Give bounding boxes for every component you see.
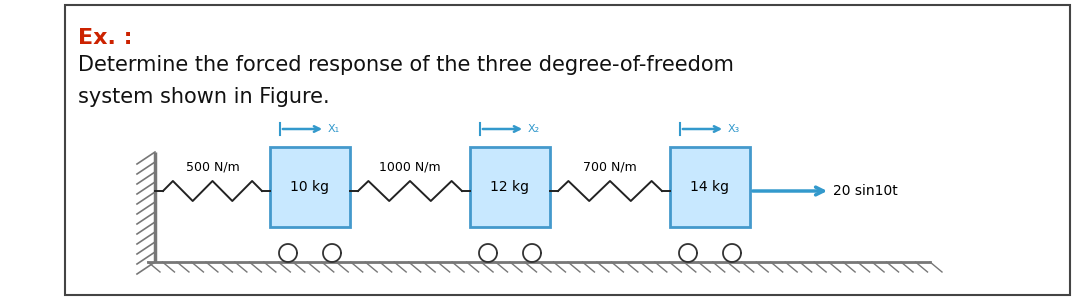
Text: X₃: X₃ [728,124,740,134]
Text: 12 kg: 12 kg [490,180,529,194]
Text: 20 sin10t: 20 sin10t [833,184,897,198]
Bar [470,147,550,227]
Text: Determine the forced response of the three degree-of-freedom: Determine the forced response of the thr… [78,55,734,75]
Text: 14 kg: 14 kg [690,180,729,194]
Text: 1000 N/m: 1000 N/m [379,160,441,173]
Text: X₁: X₁ [328,124,340,134]
Text: Ex. :: Ex. : [78,28,133,48]
Text: 500 N/m: 500 N/m [186,160,240,173]
Text: X₂: X₂ [528,124,540,134]
Bar [270,147,350,227]
Bar [670,147,750,227]
Text: 10 kg: 10 kg [291,180,329,194]
Text: system shown in Figure.: system shown in Figure. [78,87,329,107]
Text: 700 N/m: 700 N/m [583,160,637,173]
